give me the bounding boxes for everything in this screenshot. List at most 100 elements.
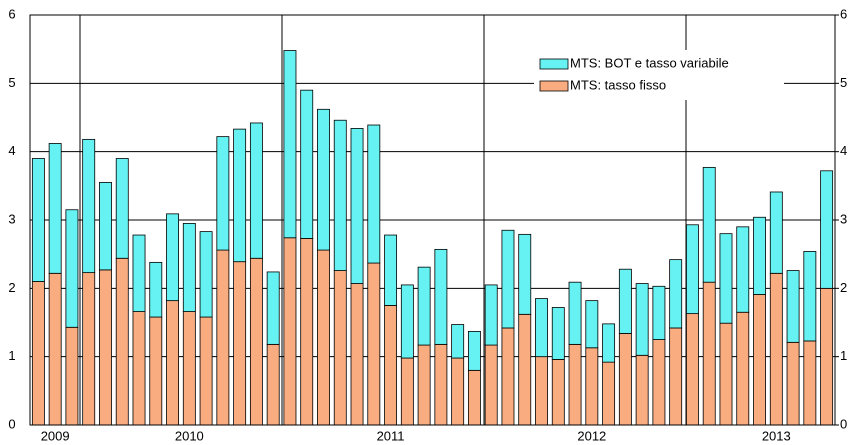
bar-segment xyxy=(753,216,766,295)
y-tick-label: 3 xyxy=(8,211,15,226)
bar-segment xyxy=(166,300,179,426)
x-tick-label: 2012 xyxy=(577,428,606,443)
bar-segment xyxy=(199,316,213,426)
bar-segment xyxy=(434,343,448,426)
bar-segment xyxy=(719,322,733,426)
y-tick-label: 0 xyxy=(8,416,15,431)
y2-tick-label: 0 xyxy=(840,416,847,431)
bar-segment xyxy=(199,231,213,318)
bar-segment xyxy=(149,261,163,318)
bar-segment xyxy=(484,344,498,426)
bar-segment xyxy=(300,238,314,426)
legend-label: MTS: tasso fisso xyxy=(570,77,666,92)
bar-segment xyxy=(283,237,297,426)
plot-frame xyxy=(29,14,836,426)
bar-segment xyxy=(769,272,783,426)
y-tick-label: 2 xyxy=(8,280,15,295)
bar-segment xyxy=(417,266,431,346)
bar-segment xyxy=(451,357,465,426)
bar-segment xyxy=(467,330,481,371)
bar-segment xyxy=(350,128,364,284)
bar-segment xyxy=(300,89,314,239)
bar-segment xyxy=(367,124,381,264)
bar-segment xyxy=(535,356,548,426)
bar-segment xyxy=(400,284,414,359)
y-tick-label: 5 xyxy=(8,75,15,90)
y2-tick-label: 3 xyxy=(840,211,847,226)
bar-segment xyxy=(585,300,599,349)
y2-tick-label: 5 xyxy=(840,75,847,90)
bar-segment xyxy=(82,272,96,426)
bar-segment xyxy=(99,269,112,426)
bar-segment xyxy=(166,213,179,302)
bar-segment xyxy=(551,307,565,360)
bar-segment xyxy=(736,226,750,313)
bar-segment xyxy=(786,270,800,343)
x-tick-label: 2011 xyxy=(377,428,405,443)
bar-segment xyxy=(551,358,565,426)
bar-segment xyxy=(820,170,834,289)
y-tick-label: 1 xyxy=(8,348,15,363)
bar-segment xyxy=(467,369,481,426)
bar-segment xyxy=(31,281,45,426)
legend-swatch xyxy=(539,80,569,92)
bar-segment xyxy=(686,313,699,426)
legend-swatch xyxy=(539,58,569,70)
bar-segment xyxy=(803,340,817,426)
bar-segment xyxy=(384,305,398,426)
bar-segment xyxy=(115,257,129,426)
bar-segment xyxy=(451,324,465,359)
bar-segment xyxy=(568,281,582,345)
bar-segment xyxy=(132,234,146,312)
bar-segment xyxy=(48,143,62,274)
bar-segment xyxy=(417,344,431,426)
bar-segment xyxy=(618,333,632,426)
bar-segment xyxy=(669,259,683,329)
bar-segment xyxy=(350,283,364,426)
bar-segment xyxy=(317,249,330,426)
bar-segment xyxy=(518,233,532,315)
bar-segment xyxy=(65,326,79,426)
bar-segment xyxy=(65,209,79,328)
bar-segment xyxy=(669,327,683,426)
bar-segment xyxy=(753,294,766,426)
bar-segment xyxy=(501,327,515,426)
bar-segment xyxy=(367,262,381,426)
bar-segment xyxy=(333,119,347,271)
bar-segment xyxy=(333,270,347,426)
bar-segment xyxy=(233,261,247,426)
bar-segment xyxy=(115,158,129,259)
bar-segment xyxy=(652,339,666,426)
bar-segment xyxy=(182,311,196,426)
y2-tick-label: 6 xyxy=(840,6,847,21)
bar-segment xyxy=(99,182,112,271)
bar-segment xyxy=(249,257,263,426)
bar-segment xyxy=(501,229,515,329)
bar-segment xyxy=(48,272,62,426)
bar-segment xyxy=(702,281,716,426)
bar-segment xyxy=(266,271,280,345)
bar-segment xyxy=(602,323,616,363)
bar-segment xyxy=(518,313,532,426)
bar-segment xyxy=(618,268,632,334)
y-tick-label: 4 xyxy=(8,143,15,158)
x-tick-label: 2013 xyxy=(762,428,791,443)
bar-segment xyxy=(266,343,280,426)
bar-segment xyxy=(149,316,163,426)
y2-tick-label: 4 xyxy=(840,143,847,158)
bar-segment xyxy=(652,285,666,340)
bar-segment xyxy=(820,287,834,426)
bar-segment xyxy=(585,347,599,426)
bar-segment xyxy=(803,251,817,342)
bar-segment xyxy=(434,248,448,345)
bar-segment xyxy=(602,361,616,426)
bar-segment xyxy=(535,298,548,358)
bar-segment xyxy=(31,158,45,282)
bar-segment xyxy=(484,284,498,346)
bar-segment xyxy=(786,341,800,426)
x-tick-label: 2010 xyxy=(175,428,204,443)
bar-segment xyxy=(182,223,196,312)
bar-segment xyxy=(702,166,716,283)
bar-segment xyxy=(249,122,263,259)
